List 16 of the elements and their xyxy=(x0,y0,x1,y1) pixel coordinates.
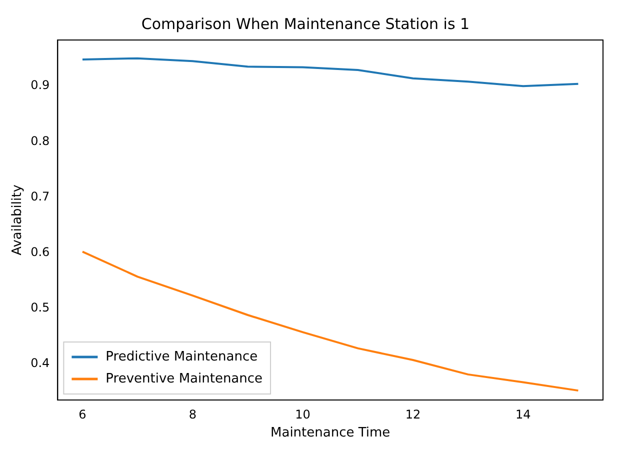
chart-title: Comparison When Maintenance Station is 1 xyxy=(141,14,470,33)
y-tick-label: 0.9 xyxy=(30,78,50,92)
y-tick-label: 0.7 xyxy=(30,189,50,204)
x-tick-label: 14 xyxy=(515,407,531,422)
x-tick-label: 12 xyxy=(405,407,421,422)
y-tick-label: 0.8 xyxy=(30,134,50,148)
x-tick-label: 8 xyxy=(188,407,196,422)
y-tick-label: 0.4 xyxy=(30,356,50,370)
y-axis-title: Availability xyxy=(10,184,26,256)
legend-label: Predictive Maintenance xyxy=(106,349,258,364)
legend-label: Preventive Maintenance xyxy=(106,371,263,386)
x-tick-label: 6 xyxy=(78,407,86,422)
x-tick-label: 10 xyxy=(295,407,310,422)
y-tick-label: 0.6 xyxy=(30,244,50,259)
x-axis-title: Maintenance Time xyxy=(270,426,390,441)
y-tick-label: 0.5 xyxy=(30,300,50,314)
